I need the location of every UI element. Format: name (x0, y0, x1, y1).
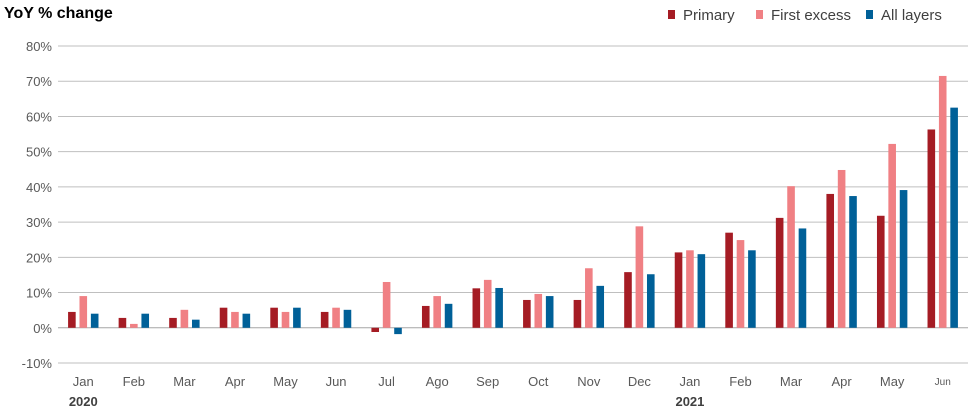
bar (371, 327, 380, 333)
bar (68, 311, 76, 328)
x-tick-label: May (273, 374, 298, 389)
x-tick-label: Jan (73, 374, 94, 389)
bar (281, 311, 290, 328)
bar (219, 307, 228, 328)
year-label: 2020 (69, 394, 98, 409)
bar (888, 143, 896, 328)
y-axis: -10% 0% 10% 20% 30% 40% 50% 60% 70% 80% (22, 39, 53, 371)
bar (938, 75, 947, 328)
bar (169, 317, 177, 328)
bar (596, 285, 605, 328)
y-tick-label: 60% (26, 109, 52, 124)
x-tick-label: Ago (426, 374, 449, 389)
x-tick-label: Jun (935, 377, 951, 388)
x-tick-label: Oct (528, 374, 549, 389)
bar (293, 307, 301, 328)
bar (837, 169, 846, 328)
y-tick-label: 70% (26, 74, 52, 89)
bar (646, 274, 655, 328)
x-tick-label: Jan (679, 374, 700, 389)
x-tick-label: Sep (476, 374, 499, 389)
bar (523, 299, 531, 328)
bar (725, 232, 733, 328)
legend-label: All layers (881, 7, 942, 24)
y-tick-label: 30% (26, 215, 52, 230)
bar (231, 311, 239, 328)
legend-swatch (866, 10, 873, 19)
bar (876, 215, 885, 328)
bar (950, 107, 958, 328)
y-tick-label: 40% (26, 180, 52, 195)
x-tick-label: Feb (729, 374, 751, 389)
bar (686, 250, 694, 328)
bar (775, 217, 784, 328)
bar (118, 317, 127, 328)
x-tick-label: Feb (123, 374, 145, 389)
bar (79, 296, 88, 328)
legend-label: First excess (771, 7, 851, 24)
y-tick-label: -10% (22, 356, 53, 371)
x-tick-label: Jun (326, 374, 347, 389)
bar (130, 323, 138, 328)
legend-swatch (756, 10, 763, 19)
bar (444, 303, 453, 328)
year-label: 2021 (675, 394, 704, 409)
x-tick-label: Apr (831, 374, 852, 389)
y-tick-label: 80% (26, 39, 52, 54)
legend-label: Primary (683, 7, 735, 24)
bar (180, 309, 189, 328)
bar (270, 307, 278, 328)
x-tick-label: Dec (628, 374, 652, 389)
bars (68, 75, 958, 335)
chart-title: YoY % change (4, 5, 113, 22)
bar (545, 296, 554, 328)
bar (534, 293, 543, 328)
x-tick-label: Mar (780, 374, 803, 389)
x-tick-label: May (880, 374, 905, 389)
bar (242, 313, 251, 328)
y-tick-label: 10% (26, 286, 52, 301)
bar (141, 313, 150, 328)
bar (736, 240, 745, 328)
legend: Primary First excess All layers (668, 7, 942, 24)
bar (394, 327, 402, 335)
x-tick-label: Nov (577, 374, 601, 389)
bar (697, 254, 706, 328)
bar (635, 226, 644, 328)
bar (585, 268, 593, 328)
bar (849, 196, 857, 328)
bar (899, 190, 908, 328)
legend-swatch (668, 10, 675, 19)
bar (421, 305, 430, 328)
x-tick-label: Apr (225, 374, 246, 389)
x-axis: Jan Feb Mar Apr May Jun Jul Ago Sep Oct Nov Dec Jan F… (69, 374, 951, 409)
bar (624, 272, 632, 328)
bar (382, 281, 391, 328)
bar (798, 228, 807, 328)
bar (90, 313, 99, 328)
bar (573, 299, 582, 328)
gridlines (58, 45, 968, 364)
bar (320, 311, 329, 328)
bar (748, 250, 756, 328)
bar (826, 193, 835, 328)
bar (472, 288, 481, 328)
y-tick-label: 0% (33, 321, 52, 336)
bar (332, 307, 340, 328)
y-tick-label: 20% (26, 250, 52, 265)
bar (343, 309, 352, 328)
bar (191, 319, 200, 328)
bar (433, 296, 441, 328)
bar (495, 287, 503, 328)
x-tick-label: Jul (378, 374, 395, 389)
bar (674, 252, 683, 328)
y-tick-label: 50% (26, 145, 52, 160)
x-tick-label: Mar (173, 374, 196, 389)
bar (787, 186, 795, 328)
bar (927, 129, 936, 328)
bar (483, 279, 492, 328)
